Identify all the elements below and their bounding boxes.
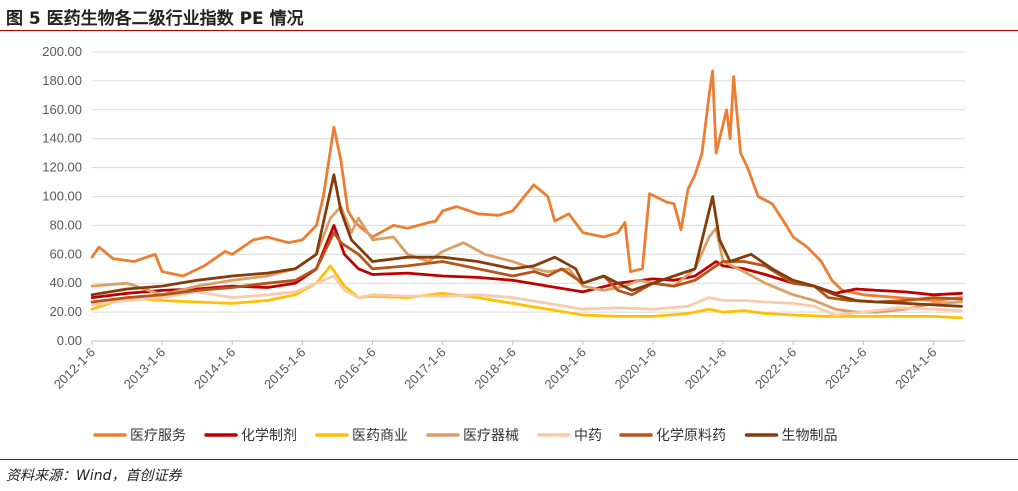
- y-tick-label: 40.00: [49, 275, 82, 290]
- x-tick-label: 2018-1-6: [471, 345, 518, 392]
- y-tick-label: 20.00: [49, 304, 82, 319]
- chart-title: 图 5 医药生物各二级行业指数 PE 情况: [6, 9, 304, 29]
- x-tick-label: 2020-1-6: [612, 345, 659, 392]
- series-line-5: [90, 274, 963, 317]
- y-tick-label: 80.00: [49, 217, 82, 232]
- y-tick-label: 200.00: [42, 44, 82, 59]
- y-tick-label: 100.00: [42, 189, 82, 204]
- x-tick-label: 2012-1-6: [51, 345, 98, 392]
- y-tick-label: 120.00: [42, 160, 82, 175]
- legend-label: 医疗服务: [130, 428, 186, 444]
- legend-label: 生物制品: [782, 428, 838, 444]
- x-tick-label: 2019-1-6: [542, 345, 589, 392]
- legend-label: 中药: [574, 428, 602, 444]
- legend-label: 化学制剂: [241, 428, 297, 444]
- series-line-2: [90, 223, 963, 300]
- x-tick-label: 2013-1-6: [121, 345, 168, 392]
- legend-label: 医药商业: [352, 428, 408, 444]
- footer-divider: [0, 459, 1018, 460]
- x-tick-label: 2017-1-6: [401, 345, 448, 392]
- y-tick-label: 0.00: [57, 333, 82, 348]
- x-tick-label: 2022-1-6: [752, 345, 799, 392]
- x-tick-label: 2021-1-6: [682, 345, 729, 392]
- series-line-7: [90, 173, 963, 308]
- y-tick-label: 160.00: [42, 102, 82, 117]
- source-note: 资料来源：Wind，首创证券: [6, 468, 182, 484]
- series-line-3: [90, 264, 963, 320]
- x-tick-label: 2023-1-6: [822, 345, 869, 392]
- y-tick-label: 60.00: [49, 246, 82, 261]
- legend-label: 医疗器械: [463, 428, 519, 444]
- x-tick-label: 2024-1-6: [892, 345, 939, 392]
- x-tick-label: 2015-1-6: [261, 345, 308, 392]
- y-tick-label: 140.00: [42, 131, 82, 146]
- series-line-1: [90, 69, 963, 302]
- y-tick-label: 180.00: [42, 73, 82, 88]
- x-tick-label: 2016-1-6: [331, 345, 378, 392]
- x-tick-label: 2014-1-6: [191, 345, 238, 392]
- legend-label: 化学原料药: [656, 428, 726, 444]
- title-divider: [0, 30, 1018, 31]
